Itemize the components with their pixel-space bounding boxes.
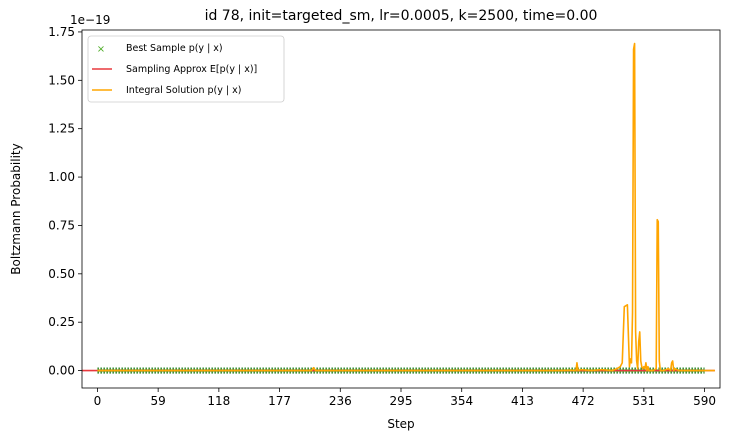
y-tick-label: 0.25 — [48, 315, 75, 329]
legend-entry-best-sample: × Best Sample p(y | x) — [97, 43, 223, 55]
x-tick-label: 236 — [329, 394, 352, 408]
legend-marker-best-sample: × — [97, 44, 105, 55]
y-tick-label: 0.00 — [48, 364, 75, 378]
plot-frame — [81, 29, 721, 389]
x-tick-label: 177 — [268, 394, 291, 408]
y-tick-label: 0.50 — [48, 267, 75, 281]
y-tick-label: 1.25 — [48, 122, 75, 136]
y-tick-label: 1.50 — [48, 73, 75, 87]
series-integral-solution-line — [97, 42, 715, 372]
x-tick-label: 0 — [94, 394, 102, 408]
chart-title: id 78, init=targeted_sm, lr=0.0005, k=25… — [205, 8, 598, 24]
x-tick-label: 295 — [390, 394, 413, 408]
y-tick-label: 1.00 — [48, 170, 75, 184]
y-axis-title: Boltzmann Probability — [9, 143, 23, 274]
legend-label-sampling-approx: Sampling Approx E[p(y | x)] — [126, 64, 257, 75]
x-tick-label: 354 — [450, 394, 473, 408]
x-tick-label: 413 — [511, 394, 534, 408]
axis-layer: 0 59 118 177 236 295 354 413 472 531 590 0.00 0.25 0.… — [48, 25, 716, 408]
legend-label-integral: Integral Solution p(y | x) — [126, 85, 241, 96]
y-tick-label: 0.75 — [48, 218, 75, 232]
x-tick-label: 531 — [632, 394, 655, 408]
legend-box — [87, 35, 285, 103]
x-axis-title: Step — [387, 417, 414, 431]
y-offset-label: 1e−19 — [70, 13, 110, 27]
legend-entry-integral: Integral Solution p(y | x) — [92, 85, 241, 96]
legend: × Best Sample p(y | x) Sampling Approx E… — [87, 35, 285, 103]
x-tick-label: 118 — [207, 394, 230, 408]
x-tick-label: 590 — [693, 394, 716, 408]
legend-entry-sampling-approx: Sampling Approx E[p(y | x)] — [92, 64, 257, 75]
legend-label-best-sample: Best Sample p(y | x) — [126, 43, 223, 54]
y-tick-label: 1.75 — [48, 25, 75, 39]
x-tick-label: 59 — [151, 394, 166, 408]
x-tick-label: 472 — [572, 394, 595, 408]
series-layer — [82, 42, 715, 374]
